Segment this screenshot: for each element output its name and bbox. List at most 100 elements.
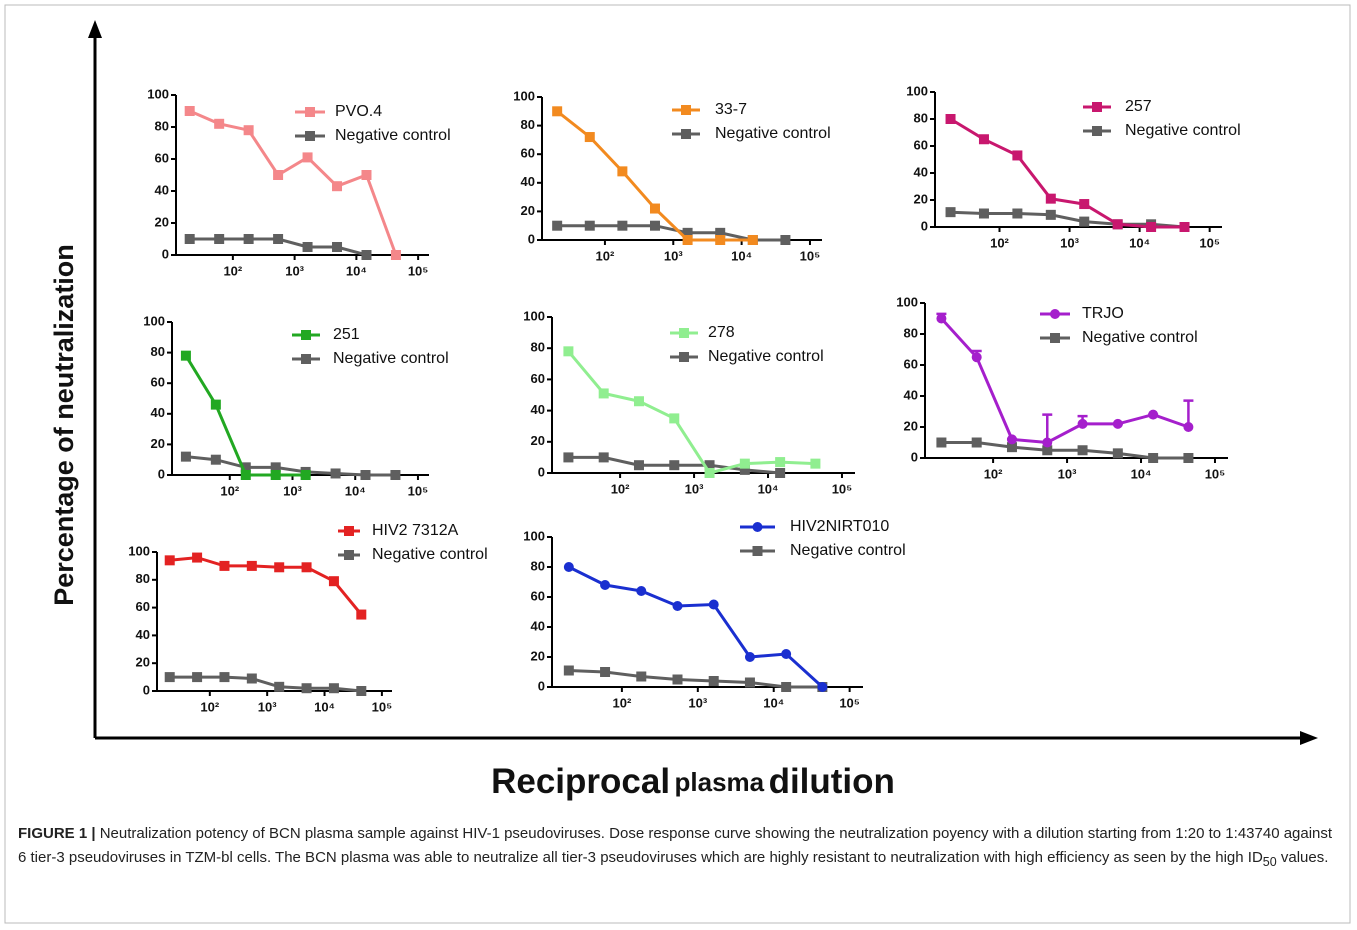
y-tick-label: 80 xyxy=(151,344,165,359)
point xyxy=(361,170,372,180)
y-label: Percentage of neutralization xyxy=(49,244,79,606)
point xyxy=(219,672,230,683)
point xyxy=(243,234,254,244)
y-tick-label: 0 xyxy=(911,449,918,464)
y-tick-label: 20 xyxy=(531,433,545,448)
point xyxy=(775,468,786,478)
legend-label: HIV2 7312A xyxy=(372,522,459,539)
point xyxy=(617,220,628,231)
x-tick-label: 10⁵ xyxy=(832,481,853,496)
y-tick-label: 20 xyxy=(531,648,545,663)
point xyxy=(600,667,611,677)
x-label-part: Reciprocal xyxy=(491,762,670,801)
point xyxy=(273,170,284,180)
point xyxy=(240,462,251,473)
point xyxy=(210,399,221,410)
series-line xyxy=(949,117,1185,229)
point xyxy=(810,458,821,469)
point xyxy=(598,388,609,399)
x-tick-label: 10⁵ xyxy=(372,699,393,714)
legend-label: Negative control xyxy=(333,350,449,367)
point xyxy=(1146,222,1157,232)
legend-marker xyxy=(1092,126,1102,136)
point xyxy=(669,460,680,471)
y-tick-label: 60 xyxy=(521,146,535,161)
point xyxy=(302,152,313,163)
x-tick-label: 10⁴ xyxy=(346,263,367,278)
point xyxy=(164,672,175,683)
x-arrow-head xyxy=(1300,731,1318,745)
caption-tail: values. xyxy=(1280,849,1329,866)
point xyxy=(649,203,660,214)
legend-label: Negative control xyxy=(335,127,451,144)
point xyxy=(184,234,195,244)
legend-marker xyxy=(301,354,311,364)
legend-label: Negative control xyxy=(708,348,824,365)
y-tick-label: 100 xyxy=(513,88,535,103)
point xyxy=(1006,434,1017,445)
point xyxy=(1179,222,1190,232)
legend-marker xyxy=(752,546,763,556)
point xyxy=(274,681,285,692)
y-tick-label: 0 xyxy=(162,246,169,261)
point xyxy=(361,250,372,260)
y-tick-label: 60 xyxy=(151,375,165,390)
point xyxy=(246,560,257,571)
y-tick-label: 100 xyxy=(143,313,165,328)
y-tick-label: 20 xyxy=(914,191,928,206)
point xyxy=(240,470,251,480)
y-tick-label: 80 xyxy=(904,325,918,340)
y-tick-label: 40 xyxy=(914,164,928,179)
y-tick-label: 80 xyxy=(531,340,545,355)
point xyxy=(1148,453,1159,463)
point xyxy=(936,437,947,448)
point xyxy=(600,580,611,590)
legend-marker xyxy=(1050,333,1060,343)
point xyxy=(1012,208,1023,219)
y-tick-label: 20 xyxy=(521,203,535,218)
caption: FIGURE 1 | Neutralization potency of BCN… xyxy=(18,822,1336,874)
point xyxy=(649,220,660,231)
point xyxy=(273,234,284,244)
y-tick-label: 80 xyxy=(155,118,169,133)
y-tick-label: 0 xyxy=(528,231,535,246)
y-arrow-head xyxy=(88,20,102,38)
point xyxy=(164,555,175,566)
legend-marker xyxy=(679,352,689,362)
x-label: Reciprocal plasma dilution xyxy=(491,762,895,801)
series-line xyxy=(940,317,1189,445)
point xyxy=(332,181,343,192)
y-tick-label: 60 xyxy=(904,356,918,371)
point xyxy=(636,671,647,682)
point xyxy=(739,458,750,469)
point xyxy=(1079,216,1090,227)
point xyxy=(1042,437,1053,448)
point xyxy=(1042,445,1053,456)
point xyxy=(1012,150,1023,161)
x-tick-label: 10⁵ xyxy=(1199,235,1220,250)
y-tick-label: 20 xyxy=(151,436,165,451)
y-tick-label: 0 xyxy=(143,682,150,697)
x-tick-label: 10² xyxy=(990,235,1009,250)
point xyxy=(1112,219,1123,230)
x-tick-label: 10² xyxy=(200,699,219,714)
caption-sub: 50 xyxy=(1262,855,1277,869)
y-tick-label: 0 xyxy=(921,218,928,233)
point xyxy=(1112,448,1123,459)
y-tick-label: 80 xyxy=(136,571,150,586)
point xyxy=(817,682,828,692)
x-tick-label: 10⁴ xyxy=(1129,235,1150,250)
legend-marker xyxy=(305,107,315,117)
legend-label: TRJO xyxy=(1082,305,1124,322)
point xyxy=(360,470,371,480)
point xyxy=(715,227,726,238)
point xyxy=(328,683,339,694)
y-tick-label: 20 xyxy=(904,418,918,433)
y-tick-label: 40 xyxy=(136,627,150,642)
x-tick-label: 10⁴ xyxy=(758,481,779,496)
x-tick-label: 10³ xyxy=(283,483,302,498)
legend-label: Negative control xyxy=(790,542,906,559)
point xyxy=(672,674,683,685)
x-tick-label: 10⁴ xyxy=(345,483,366,498)
point xyxy=(936,313,947,324)
